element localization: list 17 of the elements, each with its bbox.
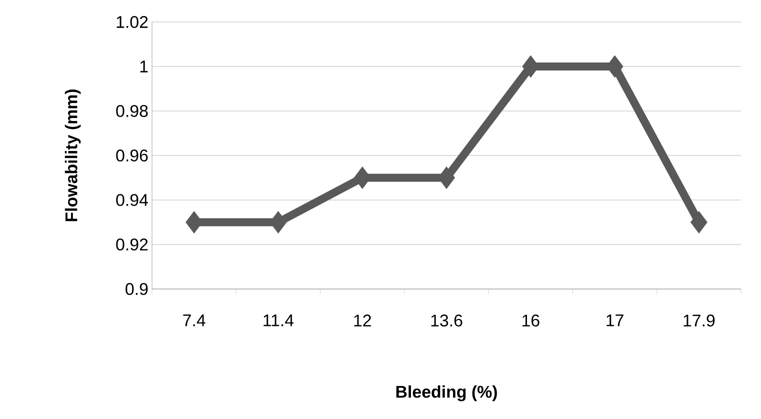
y-tick-label: 0.96 <box>116 150 148 162</box>
x-tick-label: 17 <box>606 314 624 326</box>
x-tick-label: 17.9 <box>684 314 715 327</box>
y-tick-label: 1 <box>140 60 148 72</box>
x-axis-title: Bleeding (%) <box>396 385 497 402</box>
x-tick-label: 11.4 <box>264 314 294 326</box>
y-axis-title: Flowability (mm) <box>64 90 81 222</box>
x-tick-label: 16 <box>522 314 540 327</box>
x-tick-label: 13.6 <box>431 314 462 327</box>
x-tick-label: 12 <box>354 314 371 326</box>
y-tick-label: 1.02 <box>116 16 148 28</box>
y-tick-label: 0.9 <box>126 283 148 295</box>
y-tick-label: 0.94 <box>116 194 148 206</box>
x-tick-label: 7.4 <box>183 314 206 326</box>
point <box>690 211 708 234</box>
y-tick-label: 0.98 <box>116 105 148 117</box>
y-tick-label: 0.92 <box>116 238 148 250</box>
